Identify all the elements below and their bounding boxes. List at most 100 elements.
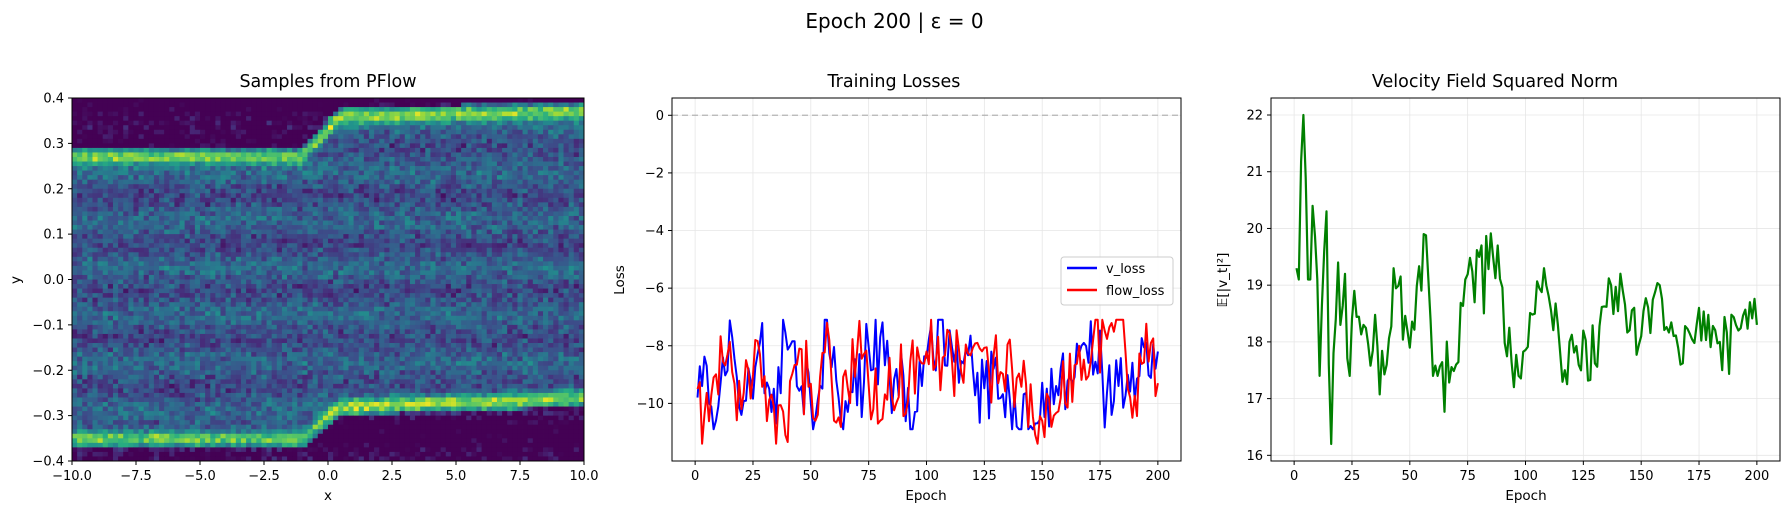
heatmap-cell — [537, 284, 544, 289]
heatmap-cell — [82, 302, 88, 308]
heatmap-cell — [128, 156, 134, 162]
heatmap-cell — [517, 152, 523, 158]
heatmap-cell — [159, 98, 165, 103]
heatmap-cell — [558, 184, 564, 190]
heatmap-cell — [343, 274, 349, 280]
heatmap-cell — [486, 315, 493, 321]
heatmap-cell — [384, 143, 390, 149]
heatmap-cell — [266, 156, 273, 162]
heatmap-cell — [343, 129, 349, 135]
heatmap-cell — [107, 179, 114, 185]
heatmap-cell — [368, 197, 375, 203]
heatmap-cell — [348, 170, 354, 176]
heatmap-cell — [102, 193, 109, 199]
heatmap-cell — [456, 102, 462, 108]
heatmap-cell — [379, 170, 385, 176]
heatmap-cell — [287, 156, 293, 162]
heatmap-cell — [399, 170, 406, 176]
heatmap-cell — [174, 297, 180, 303]
heatmap-cell — [87, 156, 93, 162]
heatmap-cell — [415, 197, 421, 203]
heatmap-cell — [72, 138, 78, 144]
heatmap-cell — [169, 274, 175, 280]
heatmap-cell — [328, 120, 334, 126]
heatmap-cell — [379, 247, 385, 253]
heatmap-cell — [456, 288, 462, 294]
heatmap-cell — [537, 156, 544, 162]
heatmap-cell — [333, 111, 339, 117]
heatmap-cell — [333, 206, 339, 212]
heatmap-cell — [138, 134, 145, 140]
heatmap-cell — [374, 279, 380, 285]
heatmap-cell — [189, 116, 196, 122]
heatmap-cell — [527, 243, 534, 249]
heatmap-cell — [502, 243, 508, 249]
heatmap-cell — [235, 215, 242, 221]
heatmap-cell — [353, 193, 360, 199]
heatmap-cell — [128, 279, 134, 285]
heatmap-cell — [425, 247, 431, 253]
heatmap-cell — [112, 261, 119, 267]
heatmap-cell — [445, 193, 452, 199]
heatmap-cell — [573, 256, 580, 262]
heatmap-cell — [512, 247, 518, 253]
heatmap-cell — [92, 256, 98, 262]
heatmap-cell — [189, 102, 196, 108]
heatmap-cell — [363, 215, 370, 221]
heatmap-cell — [333, 252, 339, 258]
heatmap-cell — [261, 315, 267, 321]
heatmap-cell — [287, 297, 293, 303]
heatmap-cell — [276, 202, 283, 208]
heatmap-cell — [128, 225, 134, 230]
heatmap-cell — [123, 134, 129, 140]
heatmap-cell — [527, 134, 534, 140]
heatmap-cell — [128, 220, 134, 226]
heatmap-cell — [568, 252, 575, 258]
heatmap-cell — [368, 234, 375, 240]
heatmap-cell — [138, 320, 145, 326]
heatmap-cell — [558, 315, 564, 321]
heatmap-cell — [174, 274, 180, 280]
heatmap-cell — [389, 215, 395, 221]
heatmap-cell — [420, 302, 426, 308]
heatmap-cell — [374, 143, 380, 149]
heatmap-cell — [194, 311, 201, 317]
heatmap-cell — [317, 243, 324, 249]
heatmap-cell — [205, 306, 211, 312]
heatmap-cell — [343, 284, 349, 289]
heatmap-cell — [481, 206, 488, 212]
heatmap-cell — [532, 306, 539, 312]
heatmap-cell — [118, 107, 124, 113]
heatmap-cell — [261, 234, 267, 240]
heatmap-cell — [246, 129, 252, 135]
heatmap-cell — [435, 111, 442, 117]
heatmap-cell — [563, 229, 570, 235]
heatmap-cell — [302, 143, 308, 149]
heatmap-cell — [461, 102, 467, 108]
heatmap-cell — [532, 197, 539, 203]
heatmap-cell — [466, 225, 472, 230]
heatmap-cell — [379, 102, 385, 108]
heatmap-cell — [415, 315, 421, 321]
heatmap-cell — [261, 129, 267, 135]
heatmap-cell — [491, 270, 498, 276]
heatmap-cell — [179, 175, 186, 181]
heatmap-cell — [133, 184, 139, 190]
heatmap-cell — [92, 211, 98, 217]
heatmap-cell — [112, 211, 119, 217]
heatmap-cell — [568, 111, 575, 117]
heatmap-cell — [281, 188, 288, 194]
heatmap-cell — [317, 102, 324, 108]
heatmap-cell — [415, 206, 421, 212]
heatmap-cell — [517, 225, 523, 230]
heatmap-cell — [537, 243, 544, 249]
heatmap-cell — [466, 302, 472, 308]
heatmap-cell — [430, 102, 436, 108]
heatmap-cell — [415, 120, 421, 126]
heatmap-cell — [102, 256, 109, 262]
heatmap-cell — [246, 193, 252, 199]
heatmap-cell — [532, 125, 539, 131]
heatmap-cell — [281, 202, 288, 208]
heatmap-cell — [368, 102, 375, 108]
heatmap-cell — [353, 166, 360, 171]
